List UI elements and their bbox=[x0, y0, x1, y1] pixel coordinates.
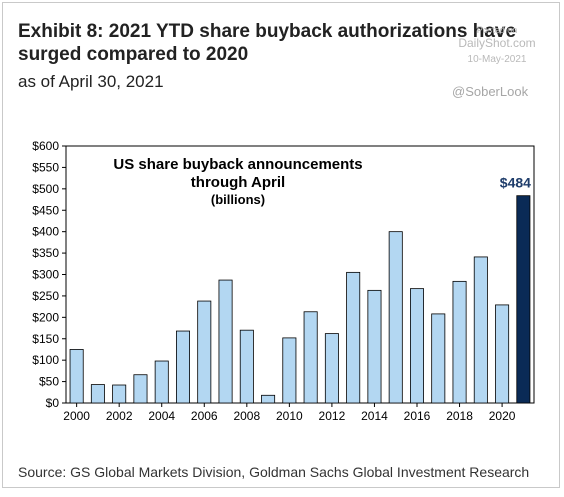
y-tick-label: $500 bbox=[32, 182, 59, 196]
bar-2002 bbox=[112, 384, 127, 404]
watermark-handle: @SoberLook bbox=[452, 84, 529, 99]
y-tick-label: $450 bbox=[32, 203, 59, 217]
x-tick-label: 2002 bbox=[106, 409, 133, 423]
bar-2019 bbox=[473, 256, 488, 404]
y-tick-label: $250 bbox=[32, 289, 59, 303]
bar-2021 bbox=[516, 195, 531, 404]
bar-2007 bbox=[218, 279, 233, 404]
watermark: Posted on DailyShot.com 10-May-2021 bbox=[452, 24, 542, 66]
bar-2005 bbox=[176, 330, 190, 404]
watermark-site: DailyShot.com bbox=[458, 36, 536, 50]
y-tick-label: $100 bbox=[32, 353, 59, 367]
y-tick-label: $50 bbox=[39, 375, 59, 389]
y-axis: $0 $50 $100 $150 $200 $250 $300 $350 $400 $450 $50… bbox=[32, 139, 66, 410]
x-tick-label: 2020 bbox=[489, 409, 516, 423]
bar-2017 bbox=[431, 313, 446, 404]
bar-2020 bbox=[495, 304, 510, 404]
x-tick-label: 2010 bbox=[276, 409, 303, 423]
bar-2016 bbox=[410, 288, 424, 404]
chart-title-line: US share buyback announcements bbox=[113, 156, 362, 173]
bar-2011 bbox=[303, 311, 318, 404]
y-tick-label: $550 bbox=[32, 160, 59, 174]
bar-2018 bbox=[452, 280, 467, 404]
bar-2008 bbox=[239, 329, 254, 404]
bar-2012 bbox=[324, 333, 339, 404]
bar-2003 bbox=[133, 374, 148, 404]
watermark-date: 10-May-2021 bbox=[467, 54, 527, 65]
watermark-posted-on: Posted on bbox=[476, 25, 518, 35]
chart-title-line: through April bbox=[191, 174, 285, 191]
x-tick-label: 2018 bbox=[446, 409, 473, 423]
bar-2006 bbox=[197, 300, 212, 404]
bar-2013 bbox=[346, 271, 361, 404]
x-tick-label: 2004 bbox=[148, 409, 175, 423]
y-tick-label: $600 bbox=[32, 139, 59, 153]
x-tick-label: 2008 bbox=[233, 409, 260, 423]
bar-2009 bbox=[261, 394, 276, 404]
y-tick-label: $400 bbox=[32, 225, 59, 239]
exhibit-title: Exhibit 8: 2021 YTD share buyback author… bbox=[18, 21, 517, 65]
x-tick-label: 2000 bbox=[63, 409, 90, 423]
exhibit-subtitle: as of April 30, 2021 bbox=[18, 72, 164, 91]
x-tick-label: 2006 bbox=[191, 409, 218, 423]
x-tick-label: 2012 bbox=[319, 409, 346, 423]
bar-2001 bbox=[90, 384, 105, 404]
y-tick-label: $200 bbox=[32, 310, 59, 324]
bar-2015 bbox=[388, 231, 403, 404]
y-tick-label: $0 bbox=[46, 396, 60, 410]
highlight-value-label: $484 bbox=[500, 175, 531, 191]
x-tick-label: 2016 bbox=[404, 409, 431, 423]
chart-title-line: (billions) bbox=[211, 192, 265, 207]
bar-2010 bbox=[282, 337, 297, 404]
bar-2004 bbox=[154, 360, 169, 404]
source-note: Source: GS Global Markets Division, Gold… bbox=[18, 464, 530, 480]
y-tick-label: $350 bbox=[32, 246, 59, 260]
x-axis: 2000 2002 2004 2006 2008 2010 2012 2014 2016 2018… bbox=[63, 403, 516, 423]
bar-2014 bbox=[367, 289, 382, 404]
y-tick-label: $150 bbox=[32, 332, 59, 346]
y-tick-label: $300 bbox=[32, 268, 59, 282]
bar-2000 bbox=[69, 349, 84, 404]
x-tick-label: 2014 bbox=[361, 409, 388, 423]
bars bbox=[69, 195, 531, 404]
